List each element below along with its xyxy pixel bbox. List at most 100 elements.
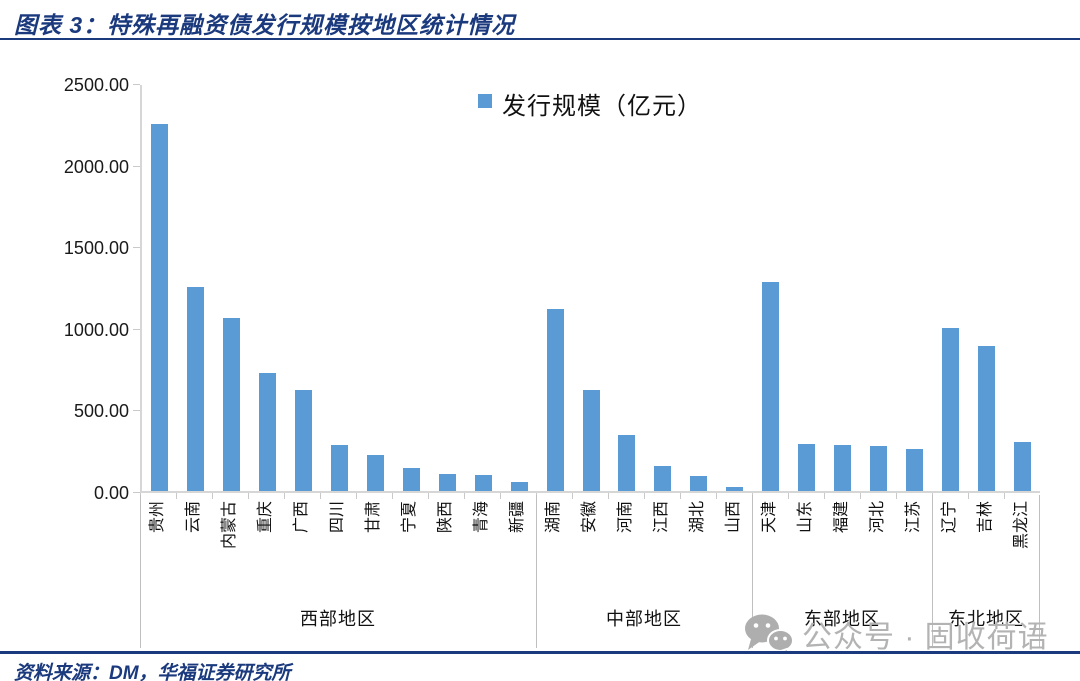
watermark-text: 公众号 · 固收荷语 <box>802 621 1049 654</box>
bar-slot <box>537 85 573 491</box>
bar-河北 <box>869 446 887 491</box>
bar-slot <box>932 85 968 491</box>
bar-广西 <box>295 389 313 491</box>
bar-新疆 <box>510 481 528 491</box>
x-category-label: 安徽 <box>581 501 598 534</box>
y-tick-mark <box>133 328 140 330</box>
bar-天津 <box>762 282 780 491</box>
bar-四川 <box>331 445 349 491</box>
footer-separator-line <box>0 651 1080 654</box>
bar-slot <box>142 85 178 491</box>
x-category-label: 新疆 <box>509 501 526 534</box>
bar-山东 <box>798 444 816 491</box>
bar-slot <box>681 85 717 491</box>
bar-宁夏 <box>402 468 420 491</box>
bar-黑龙江 <box>1013 441 1031 491</box>
x-category-label: 江苏 <box>905 501 922 534</box>
y-tick-mark <box>133 165 140 167</box>
title-separator-line <box>0 38 1080 40</box>
bar-slot <box>465 85 501 491</box>
bar-贵州 <box>151 123 169 491</box>
x-axis-category-labels: 贵州 云南 内蒙古 重庆 广西 四川 甘肃 宁夏 陕西 青海 新疆 湖南 安徽 河南 江西 湖北 山西 天津 山东福… <box>140 499 1040 587</box>
group-label-西部地区: 西部地区 <box>300 608 376 629</box>
bar-福建 <box>833 445 851 491</box>
group-divider <box>932 495 933 648</box>
bar-slot <box>178 85 214 491</box>
x-category-label: 青海 <box>473 501 490 534</box>
group-label-中部地区: 中部地区 <box>606 608 682 629</box>
bar-slot <box>860 85 896 491</box>
watermark: 公众号 · 固收荷语 <box>744 612 1049 656</box>
x-category-label: 辽宁 <box>941 501 958 534</box>
bar-山西 <box>726 486 744 491</box>
y-tick-label: 1000.00 <box>63 319 129 340</box>
x-category-label: 吉林 <box>977 501 994 534</box>
bar-slot <box>286 85 322 491</box>
x-category-label: 甘肃 <box>365 501 382 534</box>
y-tick-label: 2500.00 <box>63 75 129 95</box>
x-category-label: 天津 <box>761 501 778 534</box>
x-category-label: 山东 <box>797 501 814 534</box>
plot-area <box>140 85 1040 493</box>
bar-青海 <box>474 475 492 491</box>
x-category-label: 陕西 <box>437 501 454 534</box>
figure-title: 图表 3：特殊再融资债发行规模按地区统计情况 <box>14 12 516 38</box>
bar-slot <box>214 85 250 491</box>
bar-江西 <box>654 465 672 491</box>
x-category-label: 湖北 <box>689 501 706 534</box>
bar-slot <box>358 85 394 491</box>
bar-安徽 <box>582 390 600 491</box>
bar-slot <box>501 85 537 491</box>
source-note: 资料来源：DM，华福证券研究所 <box>14 663 291 681</box>
bar-内蒙古 <box>223 317 241 491</box>
x-category-label: 山西 <box>725 501 742 534</box>
bar-slot <box>429 85 465 491</box>
group-divider <box>536 495 537 648</box>
bar-重庆 <box>259 373 277 491</box>
bar-河南 <box>618 434 636 491</box>
y-tick-label: 0.00 <box>93 483 129 503</box>
y-tick-label: 2000.00 <box>63 156 129 177</box>
bar-slot <box>789 85 825 491</box>
x-category-label: 福建 <box>833 501 850 534</box>
bar-湖北 <box>690 475 708 491</box>
bar-slot <box>322 85 358 491</box>
group-divider <box>140 495 141 648</box>
wechat-icon <box>745 614 794 655</box>
x-category-label: 贵州 <box>149 501 166 534</box>
x-category-label: 河北 <box>869 501 886 534</box>
bar-吉林 <box>977 346 995 491</box>
bar-slot <box>573 85 609 491</box>
bar-陕西 <box>438 474 456 491</box>
x-category-label: 四川 <box>329 501 346 534</box>
bar-slot <box>968 85 1004 491</box>
x-category-label: 河南 <box>617 501 634 534</box>
y-tick-mark <box>133 492 140 493</box>
legend: 发行规模（亿元） <box>140 86 1040 121</box>
bar-slot <box>717 85 753 491</box>
group-divider <box>1039 495 1040 648</box>
bar-slot <box>645 85 681 491</box>
bar-slot <box>753 85 789 491</box>
region-group-labels: 西部地区 中部地区 东部地区 东北地区 <box>140 587 1040 648</box>
bar-slot <box>250 85 286 491</box>
legend-label: 发行规模（亿元） <box>502 93 702 120</box>
x-category-label: 黑龙江 <box>1013 501 1030 550</box>
bar-辽宁 <box>941 327 959 491</box>
x-category-label: 江西 <box>653 501 670 534</box>
bar-series <box>142 85 1040 491</box>
x-category-label: 云南 <box>185 501 202 534</box>
group-label-东北地区: 东北地区 <box>948 608 1024 629</box>
y-tick-mark <box>133 247 140 249</box>
y-tick-mark <box>133 410 140 412</box>
legend-swatch-icon <box>478 94 492 108</box>
x-category-label: 广西 <box>293 501 310 534</box>
bar-江苏 <box>905 448 923 491</box>
x-category-label: 宁夏 <box>401 501 418 534</box>
bar-slot <box>609 85 645 491</box>
bar-云南 <box>187 287 205 491</box>
y-tick-mark <box>133 84 140 85</box>
y-tick-label: 1500.00 <box>63 238 129 259</box>
bar-slot <box>896 85 932 491</box>
